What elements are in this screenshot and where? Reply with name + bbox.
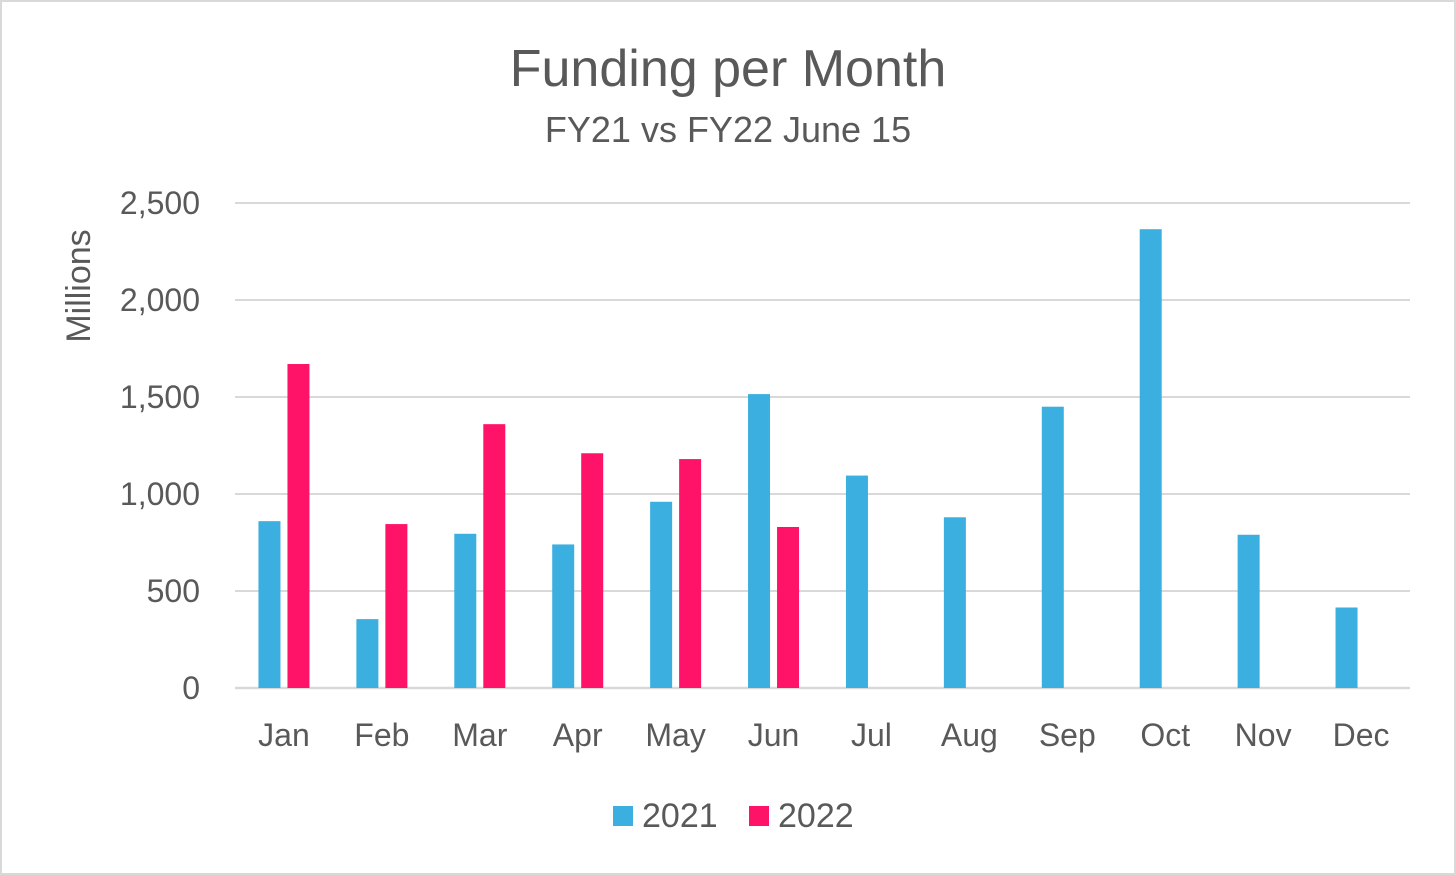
x-tick-label: Oct [1140, 717, 1190, 753]
x-tick-label: Mar [452, 717, 507, 753]
bars [258, 229, 1358, 688]
x-tick-label: Jun [748, 717, 800, 753]
x-tick-label: Feb [354, 717, 409, 753]
y-tick-label: 2,000 [120, 282, 200, 318]
bar-2021-sep [1041, 406, 1064, 688]
y-axis-title: Millions [60, 229, 98, 342]
bar-2021-jan [258, 521, 281, 688]
x-tick-label: Sep [1039, 717, 1096, 753]
legend-label-2022: 2022 [778, 797, 854, 835]
y-tick-label: 1,500 [120, 379, 200, 415]
y-axis-ticks: 0 500 1,000 1,500 2,000 2,500 [120, 185, 200, 706]
bar-2021-jun [748, 394, 771, 688]
bar-2021-feb [356, 619, 379, 688]
bar-2022-mar [483, 424, 506, 688]
y-tick-label: 0 [182, 670, 200, 706]
legend: 2021 2022 [613, 797, 854, 835]
x-tick-label: Nov [1235, 717, 1292, 753]
bar-2021-mar [454, 533, 477, 688]
x-tick-label: Aug [941, 717, 998, 753]
y-tick-label: 500 [147, 573, 200, 609]
bar-2022-may [679, 459, 702, 688]
bar-2021-nov [1237, 534, 1260, 688]
legend-label-2021: 2021 [642, 797, 718, 835]
bar-2022-feb [385, 524, 408, 688]
bar-2022-jan [287, 364, 310, 688]
legend-swatch-2021 [613, 806, 633, 826]
y-tick-label: 1,000 [120, 476, 200, 512]
bar-2022-jun [777, 526, 800, 688]
bar-2021-oct [1139, 229, 1162, 688]
bar-2021-dec [1335, 607, 1358, 688]
gridlines [235, 202, 1410, 690]
bar-2022-apr [581, 453, 604, 688]
bar-2021-apr [552, 544, 575, 688]
x-tick-label: May [645, 717, 705, 753]
legend-swatch-2022 [749, 806, 769, 826]
x-tick-label: Jul [851, 717, 892, 753]
x-tick-label: Jan [258, 717, 310, 753]
x-tick-label: Dec [1333, 717, 1390, 753]
x-axis-ticks: Jan Feb Mar Apr May Jun Jul Aug Sep Oct Nov Dec [258, 717, 1389, 753]
y-tick-label: 2,500 [120, 185, 200, 221]
chart-subtitle: FY21 vs FY22 June 15 [545, 109, 911, 150]
x-tick-label: Apr [553, 717, 603, 753]
chart-title: Funding per Month [510, 40, 947, 98]
bar-2021-jul [845, 475, 868, 688]
bar-2021-aug [943, 517, 966, 688]
bar-2021-may [650, 501, 673, 688]
